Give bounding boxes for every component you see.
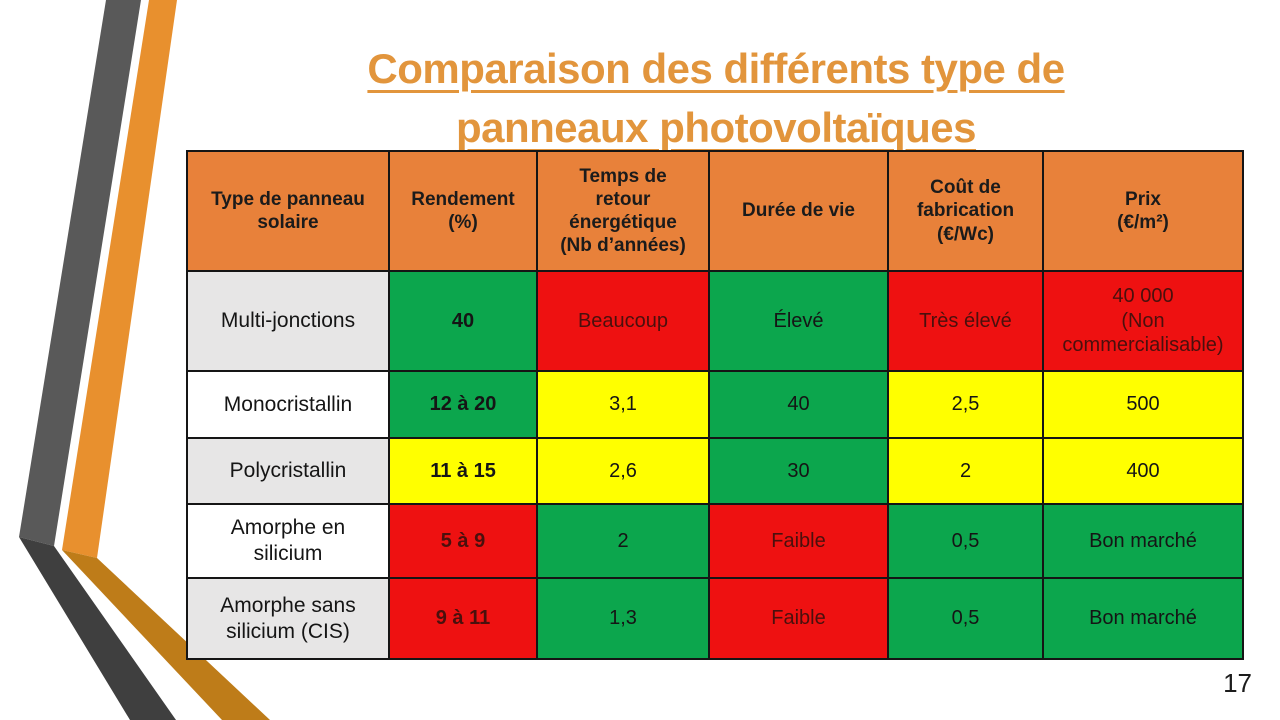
slide-title-line-2: panneaux photovoltaïques [455,103,977,151]
cell-r3-c2: Faible [709,504,888,578]
cell-r3-c1: 2 [537,504,709,578]
row-label-1: Monocristallin [187,371,389,438]
header-cell-2: Temps de retour énergétique (Nb d’années… [537,151,709,271]
cell-r2-c3: 2 [888,438,1043,504]
cell-r2-c4: 400 [1043,438,1243,504]
ribbon-lower-gray-stripe [19,537,176,720]
cell-r0-c3: Très élevé [888,271,1043,371]
cell-r1-c0: 12 à 20 [389,371,537,438]
cell-r1-c1: 3,1 [537,371,709,438]
row-label-0: Multi-jonctions [187,271,389,371]
cell-r4-c3: 0,5 [888,578,1043,659]
ribbon-upper-gray-stripe [19,0,141,546]
cell-r4-c4: Bon marché [1043,578,1243,659]
header-cell-3: Durée de vie [709,151,888,271]
cell-r1-c2: 40 [709,371,888,438]
cell-r3-c4: Bon marché [1043,504,1243,578]
slide-title: Comparaison des différents type de panne… [186,40,1246,158]
cell-r2-c1: 2,6 [537,438,709,504]
cell-r0-c0: 40 [389,271,537,371]
cell-r3-c0: 5 à 9 [389,504,537,578]
header-cell-4: Coût de fabrication (€/Wc) [888,151,1043,271]
cell-r1-c4: 500 [1043,371,1243,438]
cell-r2-c0: 11 à 15 [389,438,537,504]
cell-r1-c3: 2,5 [888,371,1043,438]
cell-r4-c1: 1,3 [537,578,709,659]
cell-r0-c4: 40 000 (Non commercialisable) [1043,271,1243,371]
page-number: 17 [1223,668,1252,698]
row-label-2: Polycristallin [187,438,389,504]
cell-r4-c2: Faible [709,578,888,659]
header-cell-5: Prix (€/m²) [1043,151,1243,271]
comparison-table: Type de panneau solaire Rendement (%) Temp… [186,150,1244,660]
row-label-3: Amorphe en silicium [187,504,389,578]
header-cell-0: Type de panneau solaire [187,151,389,271]
cell-r0-c1: Beaucoup [537,271,709,371]
cell-r3-c3: 0,5 [888,504,1043,578]
ribbon-upper-orange-stripe [62,0,177,558]
slide-title-line-1: Comparaison des différents type de [367,45,1065,93]
cell-r0-c2: Élevé [709,271,888,371]
header-cell-1: Rendement (%) [389,151,537,271]
cell-r4-c0: 9 à 11 [389,578,537,659]
row-label-4: Amorphe sans silicium (CIS) [187,578,389,659]
cell-r2-c2: 30 [709,438,888,504]
